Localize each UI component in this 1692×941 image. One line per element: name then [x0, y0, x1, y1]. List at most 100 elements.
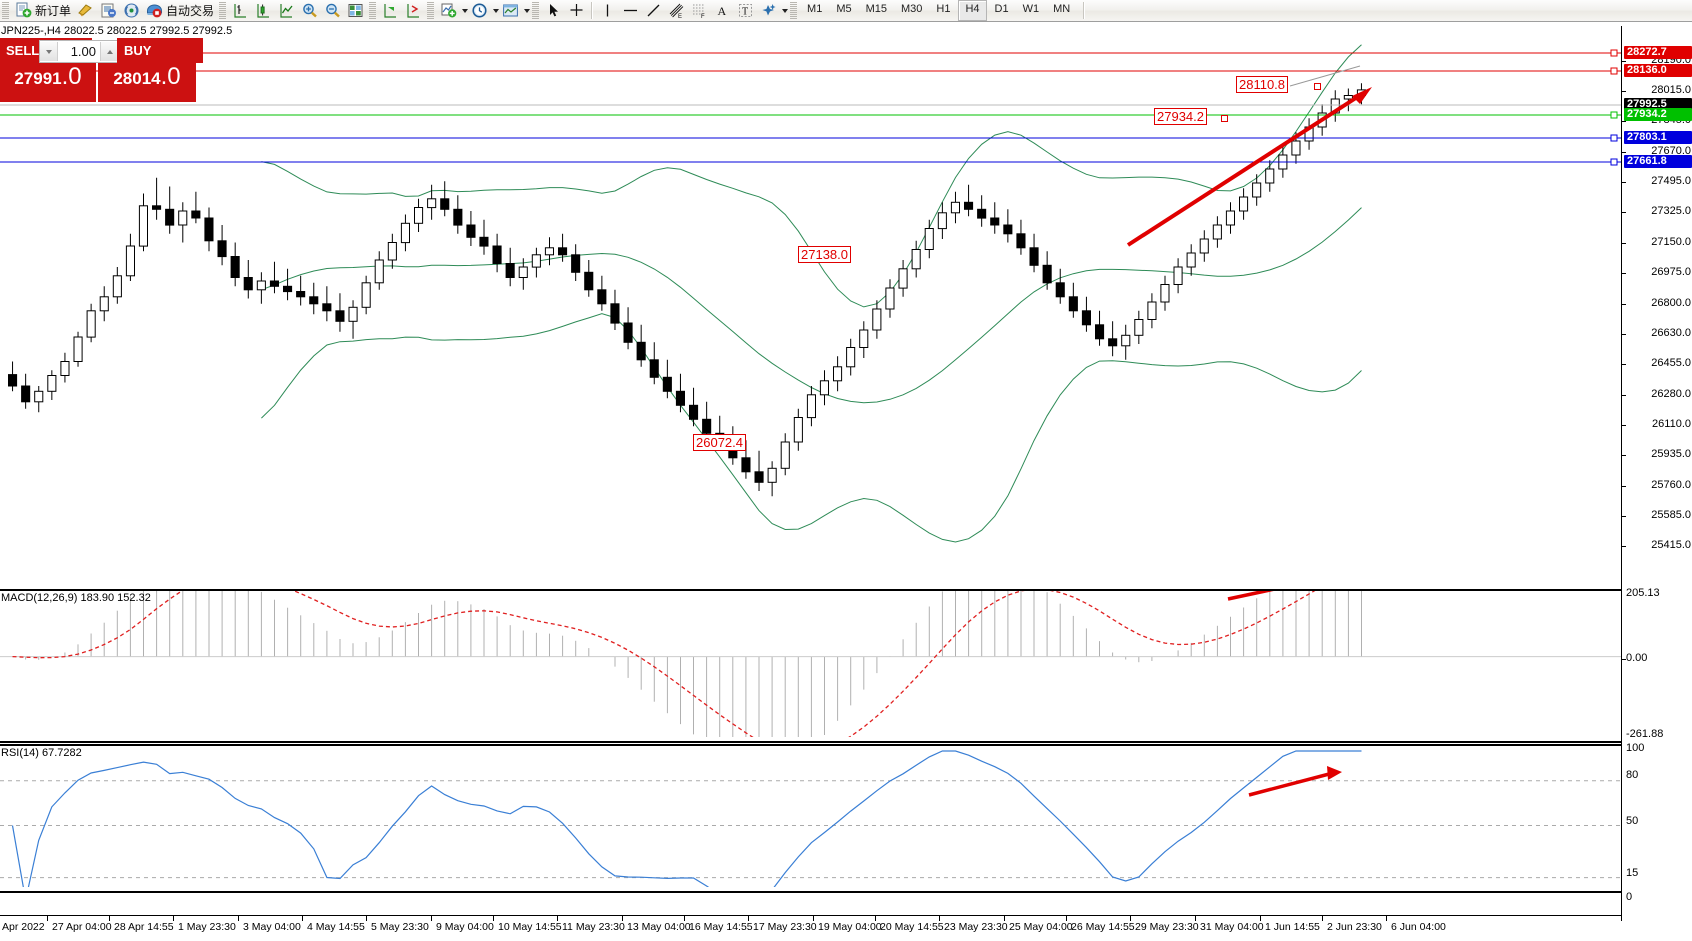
candlestick-chart-button[interactable]	[252, 1, 275, 20]
crosshair-button[interactable]	[565, 1, 588, 20]
periods-button[interactable]	[468, 1, 491, 20]
price-annotation[interactable]: 26072.4	[693, 434, 746, 451]
time-axis[interactable]: Apr 2022 27 Apr 04:00 28 Apr 14:55 1 May 23…	[0, 915, 1621, 941]
timeframe-h1-button[interactable]: H1	[936, 3, 951, 15]
autotrading-button[interactable]: 自动交易	[143, 1, 217, 20]
zoom-out-button[interactable]	[321, 1, 344, 20]
price-tag-resistance[interactable]: 28272.7	[1624, 46, 1692, 59]
price-axis[interactable]: 28190.028015.027845.027670.027495.027325…	[1621, 26, 1692, 921]
vertical-line-button[interactable]	[596, 1, 619, 20]
rsi-pane[interactable]: RSI(14) 67.7282	[0, 744, 1621, 893]
price-tick-label: 25935.0	[1651, 448, 1691, 461]
periods-dropdown-icon[interactable]	[493, 8, 500, 13]
candlestick-series	[8, 83, 1367, 497]
price-level-handle[interactable]	[1610, 158, 1618, 166]
line-chart-button[interactable]	[275, 1, 298, 20]
timeframe-m15-button[interactable]: M15	[865, 3, 887, 15]
templates-icon	[502, 2, 519, 19]
cursor-icon	[545, 2, 562, 19]
auto-scroll-button[interactable]	[379, 1, 402, 20]
indicators-button[interactable]	[437, 1, 460, 20]
price-tick-mark	[1622, 394, 1626, 396]
timeframe-m30-button[interactable]: M30	[901, 3, 923, 15]
volume-input[interactable]: 1.00	[39, 40, 119, 63]
price-tick-mark	[1622, 303, 1626, 305]
horizontal-line-button[interactable]	[619, 1, 642, 20]
rsi-uptrend-arrow[interactable]	[1248, 766, 1342, 797]
chart-shift-button[interactable]	[402, 1, 425, 20]
templates-dropdown-icon[interactable]	[524, 8, 531, 13]
price-level-handle[interactable]	[1610, 111, 1618, 119]
timeframe-h4-button[interactable]: H4	[958, 0, 987, 21]
fibonacci-button[interactable]: F	[688, 1, 711, 20]
signals-button[interactable]	[120, 1, 143, 20]
time-tick-label: 27 Apr 04:00	[52, 921, 112, 933]
toolbar-grip-4[interactable]	[427, 2, 435, 19]
candlestick-icon	[255, 2, 272, 19]
main-uptrend-arrow[interactable]	[1126, 87, 1372, 247]
templates-button[interactable]	[499, 1, 522, 20]
macd-pane[interactable]: MACD(12,26,9) 183.90 152.32	[0, 589, 1621, 743]
time-tick-mark	[431, 916, 432, 921]
price-level-handle[interactable]	[1610, 134, 1618, 142]
zoom-in-button[interactable]	[298, 1, 321, 20]
price-tick-label: 26630.0	[1651, 326, 1691, 339]
chart-container[interactable]: JPN225-,H4 28022.5 28022.5 27992.5 27992…	[0, 26, 1692, 941]
price-level-handle[interactable]	[1610, 49, 1618, 57]
arrows-button[interactable]	[757, 1, 780, 20]
macd-uptrend-arrow[interactable]	[1227, 591, 1349, 601]
buy-button[interactable]: BUY	[117, 38, 203, 63]
trendline-button[interactable]	[642, 1, 665, 20]
timeframe-w1-button[interactable]: W1	[1022, 3, 1040, 15]
price-annotation[interactable]: 28110.8	[1236, 76, 1289, 93]
timeframe-mn-button[interactable]: MN	[1053, 3, 1071, 15]
toolbar-grip-6[interactable]	[790, 2, 798, 19]
volume-decrement-button[interactable]	[40, 42, 58, 61]
time-tick-mark	[813, 916, 814, 921]
price-annotation[interactable]: 27934.2	[1154, 108, 1207, 125]
cursor-button[interactable]	[542, 1, 565, 20]
price-tag-resistance[interactable]: 28136.0	[1624, 64, 1692, 77]
time-tick-mark	[1322, 916, 1323, 921]
chart-symbol-label: JPN225-,H4 28022.5 28022.5 27992.5 27992…	[1, 26, 233, 37]
price-tag-level[interactable]: 27661.8	[1624, 155, 1692, 168]
text-box-button[interactable]: T	[734, 1, 757, 20]
indicators-dropdown-icon[interactable]	[462, 8, 469, 13]
timeframe-d1-button[interactable]: D1	[994, 3, 1009, 15]
terminal-button[interactable]	[97, 1, 120, 20]
arrows-dropdown-icon[interactable]	[782, 8, 789, 13]
bar-chart-button[interactable]	[229, 1, 252, 20]
price-annotation[interactable]: 27138.0	[798, 246, 851, 263]
price-level-handle[interactable]	[1610, 67, 1618, 75]
toolbar-grip-5[interactable]	[532, 2, 540, 19]
text-label-button[interactable]: A	[711, 1, 734, 20]
toolbar-grip-3[interactable]	[369, 2, 377, 19]
price-tag-support[interactable]: 27934.2	[1624, 108, 1692, 121]
time-tick-mark	[493, 916, 494, 921]
terminal-icon	[100, 2, 117, 19]
annotation-handle[interactable]	[1314, 83, 1321, 90]
equidistant-channel-button[interactable]: E	[665, 1, 688, 20]
annotation-handle[interactable]	[1221, 115, 1228, 122]
price-tick-mark	[1622, 273, 1626, 275]
metaeditor-button[interactable]	[74, 1, 97, 20]
timeframe-m1-button[interactable]: M1	[807, 3, 823, 15]
new-order-button[interactable]: 新订单	[12, 1, 74, 20]
toolbar-grip-2[interactable]	[219, 2, 227, 19]
toolbar-grip-1[interactable]	[2, 2, 9, 19]
timeframe-m5-button[interactable]: M5	[836, 3, 852, 15]
price-tick-label: 25585.0	[1651, 509, 1691, 522]
one-click-trading-panel[interactable]: SELL 1.00 BUY 27991 .0 28014 .0	[0, 38, 203, 102]
time-tick-label: 25 May 04:00	[1009, 921, 1073, 933]
price-tag-level[interactable]: 27803.1	[1624, 131, 1692, 144]
buy-price-display[interactable]: 28014 .0	[98, 63, 196, 102]
chevron-down-icon	[45, 49, 52, 54]
price-pane[interactable]: JPN225-,H4 28022.5 28022.5 27992.5 27992…	[0, 26, 1621, 586]
price-tag-current-price[interactable]: 27992.5	[1624, 98, 1692, 111]
bar-chart-icon	[232, 2, 249, 19]
buy-price-decimal: .0	[160, 63, 181, 90]
volume-increment-button[interactable]	[100, 42, 118, 61]
time-tick-mark	[622, 916, 623, 921]
sell-price-display[interactable]: 27991 .0	[0, 63, 96, 102]
tile-windows-button[interactable]	[344, 1, 367, 20]
